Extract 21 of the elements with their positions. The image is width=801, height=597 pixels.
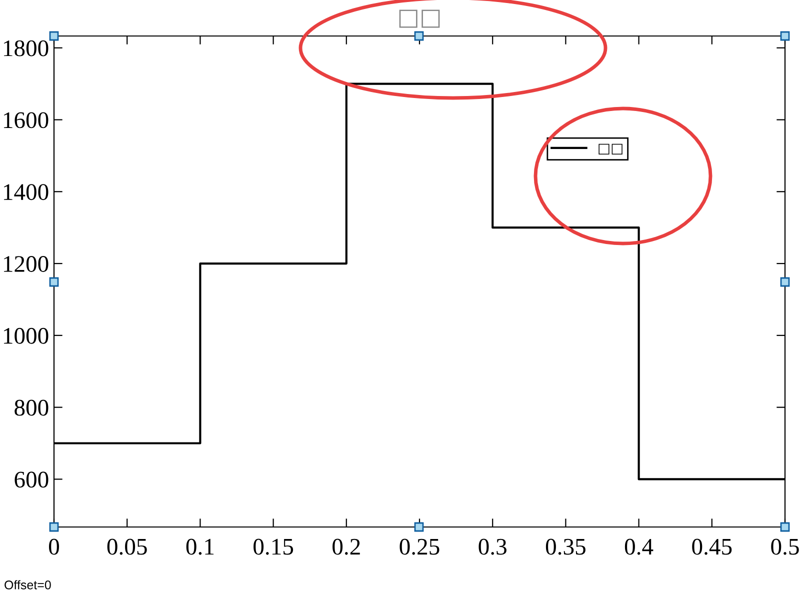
legend-label: □□ [598,144,622,154]
x-tick-label: 0.5 [771,538,799,555]
y-tick-label: 1600 [4,112,48,128]
x-tick-label: 0.1 [186,538,214,555]
x-tick-label: 0 [48,538,60,555]
x-tick-label: 0.25 [400,538,440,555]
y-tick-label: 600 [14,472,48,488]
x-tick-label: 0.2 [332,538,360,555]
y-tick-label: 1800 [4,40,48,56]
y-tick-label: 1200 [4,256,48,272]
chart-title: □□ [399,10,440,28]
x-tick-label: 0.3 [478,538,506,555]
x-tick-label: 0.4 [624,538,654,555]
x-tick-label: 0.45 [692,538,732,555]
y-tick-label: 800 [14,400,48,416]
x-tick-label: 0.15 [254,538,294,555]
y-tick-label: 1400 [4,184,48,200]
y-tick-label: 1000 [4,328,48,344]
text: Offset=0 [4,580,51,590]
x-tick-label: 0.35 [546,538,586,555]
x-tick-label: 0.05 [107,538,147,555]
